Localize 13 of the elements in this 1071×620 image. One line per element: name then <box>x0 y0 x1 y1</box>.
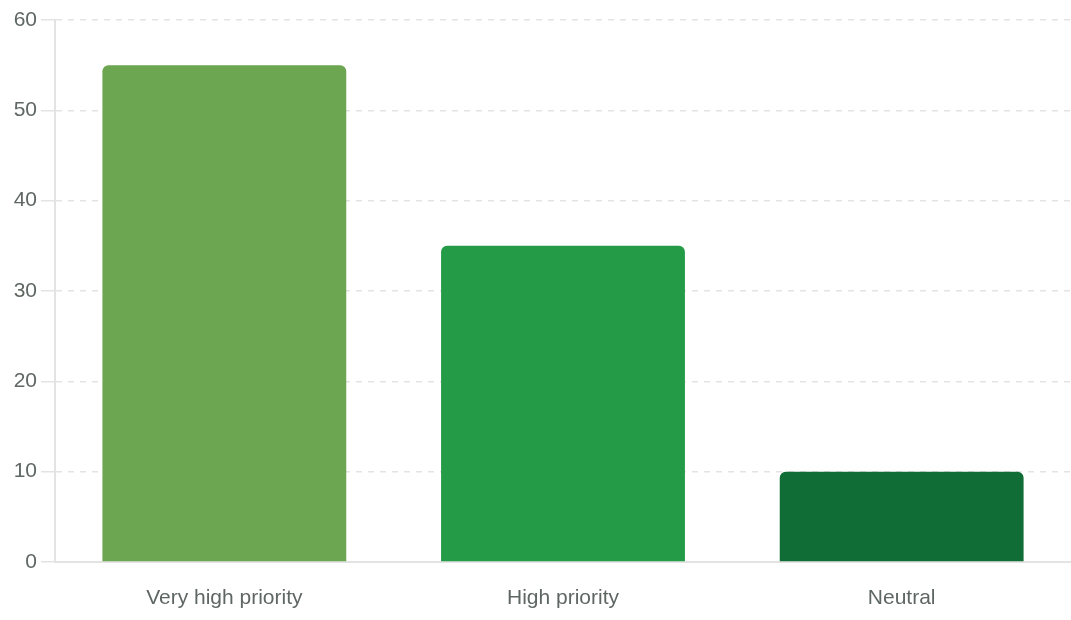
bar <box>779 471 1024 562</box>
y-tick-label: 60 <box>13 6 37 30</box>
bar <box>102 65 347 562</box>
x-tick-label: High priority <box>506 585 620 609</box>
y-tick-label: 20 <box>13 368 37 392</box>
x-tick-label: Very high priority <box>146 585 304 609</box>
y-tick-label: 10 <box>13 458 37 482</box>
y-tick-label: 30 <box>13 277 37 301</box>
y-tick-label: 50 <box>13 97 37 121</box>
y-tick-label: 40 <box>13 187 37 211</box>
x-tick-label: Neutral <box>867 585 936 609</box>
y-tick-label: 0 <box>25 548 37 572</box>
bar <box>441 245 685 562</box>
